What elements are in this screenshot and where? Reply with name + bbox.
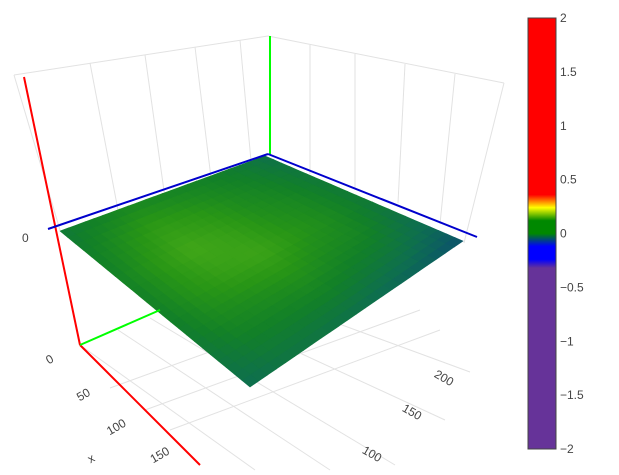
colorbar-tick-label: −1 xyxy=(560,334,574,348)
colorbar-tick-label: 1 xyxy=(560,119,567,133)
x-axis-line-floor xyxy=(79,344,201,466)
y-tick-150: 150 xyxy=(400,401,425,423)
z-axis-line-right xyxy=(267,153,478,238)
colorbar-tick-label: −0.5 xyxy=(560,280,584,294)
back-wall-grid xyxy=(13,35,505,244)
x-tick-50: 50 xyxy=(74,385,93,404)
surface-mesh[interactable] xyxy=(59,155,464,388)
z-axis-line-left xyxy=(47,153,269,230)
colorbar-tick-label: −2 xyxy=(560,442,574,456)
colorbar-tick-label: 0.5 xyxy=(560,173,577,187)
x-tick-100: 100 xyxy=(104,416,129,438)
y-axis-line-floor xyxy=(79,309,161,346)
y-tick-200: 200 xyxy=(432,367,457,389)
x-axis-line xyxy=(23,76,81,346)
axis-lines xyxy=(23,36,478,466)
colorbar-tick-label: 0 xyxy=(560,227,567,241)
colorbar-ticks: 2 1.5 1 0.5 0 −0.5 −1 −1.5 −2 xyxy=(560,11,584,456)
colorbar xyxy=(527,17,557,450)
surface-cell xyxy=(445,237,464,248)
x-tick-150: 150 xyxy=(148,444,173,466)
colorbar-tick-label: −1.5 xyxy=(560,388,584,402)
z-tick-0: 0 xyxy=(22,231,29,245)
x-axis-title: x xyxy=(85,451,97,466)
colorbar-tick-label: 2 xyxy=(560,11,567,25)
x-tick-0: 0 xyxy=(43,351,56,367)
colorbar-tick-label: 1.5 xyxy=(560,65,577,79)
